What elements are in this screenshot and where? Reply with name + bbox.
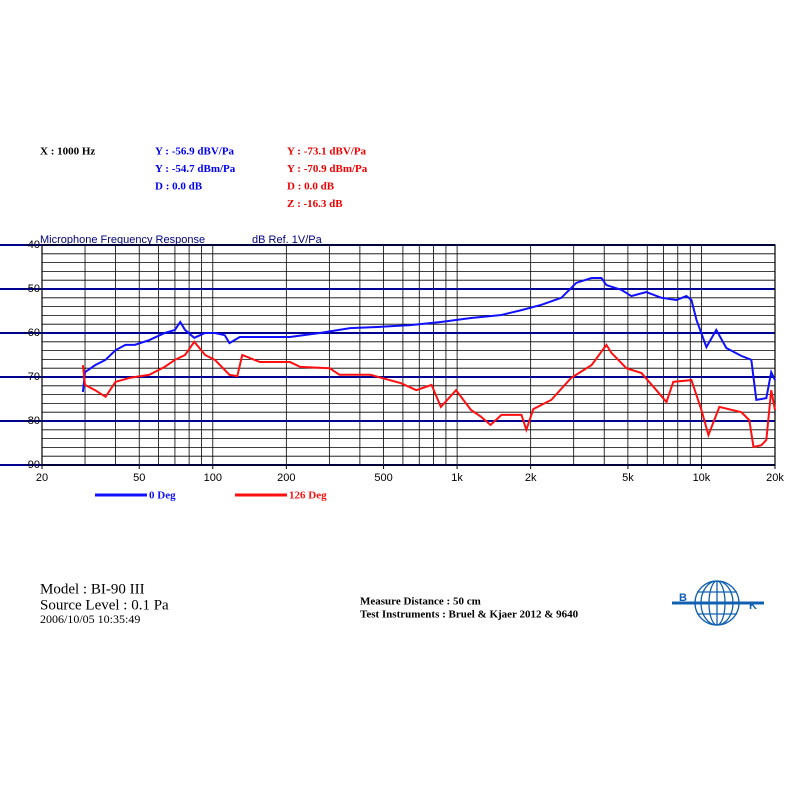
cursor-readout: D : 0.0 dB [287, 181, 335, 193]
legend-label: 0 Deg [149, 490, 176, 502]
cursor-readout: Y : -70.9 dBm/Pa [287, 163, 368, 175]
y-tick-label: -90 [24, 459, 40, 471]
logo-letter: K [749, 600, 757, 612]
x-tick-label: 100 [204, 472, 222, 484]
y-axis-label: dB Ref. 1V/Pa [252, 234, 323, 246]
x-tick-label: 20k [766, 472, 784, 484]
x-tick-label: 5k [622, 472, 634, 484]
cursor-readout: Z : -16.3 dB [287, 198, 343, 210]
series-line [81, 277, 776, 402]
y-tick-label: -60 [24, 327, 40, 339]
legend-label: 126 Deg [289, 490, 327, 502]
chart-title: Microphone Frequency Response [40, 234, 205, 246]
y-tick-label: -40 [24, 239, 40, 251]
cursor-readout: Y : -54.7 dBm/Pa [155, 163, 236, 175]
source-level: Source Level : 0.1 Pa [40, 597, 169, 613]
x-tick-label: 20 [36, 472, 48, 484]
cursor-readout: Y : -73.1 dBV/Pa [287, 146, 367, 158]
logo-letter: B [679, 592, 687, 604]
x-tick-label: 10k [693, 472, 711, 484]
x-tick-label: 500 [374, 472, 392, 484]
y-tick-label: -50 [24, 283, 40, 295]
plot-frame [41, 244, 776, 466]
instruments: Test Instruments : Bruel & Kjaer 2012 & … [360, 609, 579, 621]
y-tick-label: -80 [24, 415, 40, 427]
series-line [81, 340, 776, 449]
distance: Measure Distance : 50 cm [360, 596, 481, 608]
date: 2006/10/05 10:35:49 [40, 612, 140, 626]
logo [672, 580, 764, 626]
model: Model : BI-90 III [40, 581, 145, 597]
x-tick-label: 200 [277, 472, 295, 484]
x-tick-label: 1k [451, 472, 463, 484]
cursor-readout: D : 0.0 dB [155, 181, 203, 193]
x-tick-label: 50 [133, 472, 145, 484]
y-tick-label: -70 [24, 371, 40, 383]
x-tick-label: 2k [525, 472, 537, 484]
cursor-readout: Y : -56.9 dBV/Pa [155, 146, 235, 158]
cursor-x: X : 1000 Hz [40, 146, 95, 158]
